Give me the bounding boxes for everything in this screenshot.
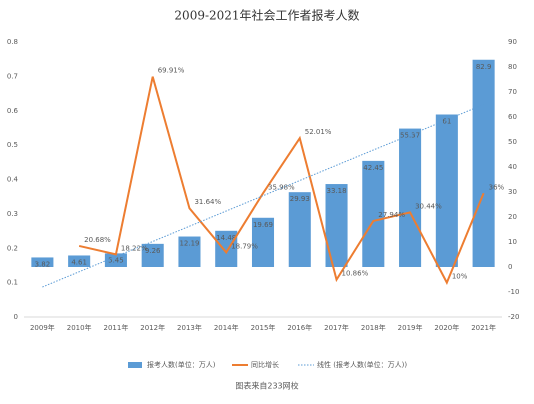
bar-label: 19.69	[253, 221, 273, 229]
legend-swatch	[128, 362, 142, 368]
x-tick-label: 2012年	[140, 323, 165, 332]
source: 图表来自233网校	[235, 381, 298, 391]
bar-label: 4.61	[71, 258, 87, 266]
bar	[288, 192, 311, 267]
growth-label: 30.44%	[415, 202, 442, 210]
growth-line	[78, 76, 485, 285]
bar	[178, 236, 201, 267]
growth-label: 69.91%	[158, 67, 185, 75]
x-tick-label: 2020年	[434, 323, 459, 332]
y-tick-label: 0.5	[7, 141, 18, 149]
bar-label: 5.45	[108, 256, 124, 264]
bar-label: 42.45	[363, 164, 383, 172]
bar-label: 61	[442, 118, 451, 126]
growth-label: 10%	[452, 273, 468, 281]
legend-label: 线性 (报考人数(单位：万人))	[317, 360, 407, 369]
y-tick-label: 0.3	[7, 210, 18, 218]
y-tick-label: 0	[14, 313, 18, 321]
bar	[325, 184, 348, 267]
x-tick-label: 2013年	[177, 323, 202, 332]
bar	[141, 243, 164, 267]
bar	[104, 253, 127, 267]
bar-label: 9.26	[145, 247, 161, 255]
x-tick-label: 2015年	[251, 323, 276, 332]
x-tick-label: 2010年	[67, 323, 92, 332]
x-tick-label: 2011年	[104, 323, 129, 332]
y2-tick-label: 90	[508, 38, 517, 46]
y-tick-label: 0.6	[7, 107, 19, 115]
bar-label: 14.48	[216, 234, 236, 242]
growth-label: 18.79%	[231, 242, 258, 250]
bar	[362, 160, 385, 267]
y2-tick-label: 30	[508, 188, 517, 196]
bar-label: 33.18	[327, 187, 347, 195]
y-tick-label: 0.1	[7, 279, 18, 287]
growth-label: 52.01%	[305, 128, 332, 136]
growth-label: 36%	[489, 183, 505, 191]
y2-tick-label: 20	[508, 213, 517, 221]
growth-label: 31.64%	[194, 198, 221, 206]
chart-title: 2009-2021年社会工作者报考人数	[174, 8, 359, 23]
y-tick-label: 0.7	[7, 72, 18, 80]
growth-label: 20.68%	[84, 236, 111, 244]
x-tick-label: 2009年	[30, 323, 55, 332]
x-tick-label: 2016年	[287, 323, 312, 332]
bar	[215, 230, 238, 267]
bar	[472, 59, 495, 267]
y-tick-label: 0.4	[7, 176, 19, 184]
y2-tick-label: -20	[508, 313, 519, 321]
legend-label: 同比增长	[251, 360, 279, 369]
bar	[435, 114, 458, 267]
y2-tick-label: 80	[508, 63, 517, 71]
bar	[399, 128, 422, 267]
legend-label: 报考人数(单位：万人)	[147, 360, 216, 369]
bar-label: 29.93	[290, 195, 310, 203]
bar	[251, 217, 275, 267]
y-tick-label: 0.2	[7, 244, 18, 252]
bar-label: 3.82	[35, 260, 51, 268]
bar	[31, 257, 54, 267]
growth-label: 18.22%	[121, 244, 148, 252]
y2-tick-label: 50	[508, 138, 517, 146]
bar-label: 55.37	[400, 132, 420, 140]
y2-tick-label: -10	[508, 288, 519, 296]
y2-tick-label: 60	[508, 113, 517, 121]
y2-tick-label: 0	[508, 263, 512, 271]
y2-tick-label: 10	[508, 238, 517, 246]
y-tick-label: 0.8	[7, 38, 18, 46]
growth-label: 35.98%	[268, 183, 295, 191]
growth-label: 27.94%	[378, 211, 405, 219]
x-tick-label: 2014年	[214, 323, 239, 332]
x-tick-label: 2019年	[398, 323, 423, 332]
bar-label: 82.9	[476, 63, 492, 71]
growth-label: 10.86%	[342, 270, 369, 278]
bar-label: 12.19	[179, 240, 199, 248]
y2-tick-label: 40	[508, 163, 517, 171]
y2-tick-label: 70	[508, 88, 517, 96]
x-tick-label: 2021年	[471, 323, 496, 332]
x-tick-label: 2017年	[324, 323, 349, 332]
x-tick-label: 2018年	[361, 323, 386, 332]
bar	[68, 255, 91, 267]
